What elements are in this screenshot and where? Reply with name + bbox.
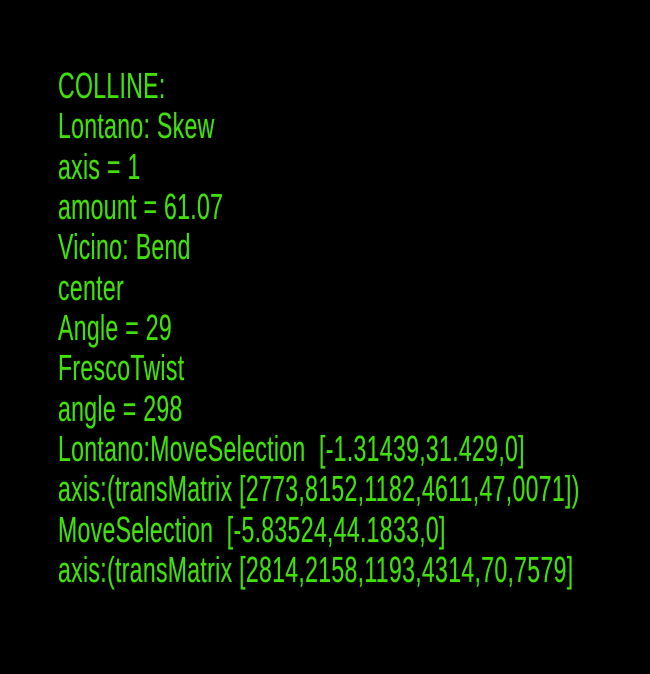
console-line: axis = 1 — [58, 145, 141, 187]
console-line: axis:(transMatrix [2814,2158,1193,4314,7… — [58, 549, 574, 591]
console-line: Lontano: Skew — [58, 105, 215, 147]
console-line: Angle = 29 — [58, 307, 173, 349]
console-output: COLLINE: Lontano: Skew axis = 1 amount =… — [58, 65, 650, 591]
console-line: FrescoTwist — [58, 347, 185, 389]
console-line: center — [58, 266, 124, 308]
console-line: axis:(transMatrix [2773,8152,1182,4611,4… — [58, 468, 580, 510]
console-line: amount = 61.07 — [58, 186, 224, 228]
console-line: MoveSelection [-5.83524,44.1833,0] — [58, 508, 446, 550]
console-line: Vicino: Bend — [58, 226, 191, 268]
console-line: COLLINE: — [58, 65, 166, 106]
console-line: angle = 298 — [58, 387, 183, 429]
console-line: Lontano:MoveSelection [-1.31439,31.429,0… — [58, 428, 525, 470]
